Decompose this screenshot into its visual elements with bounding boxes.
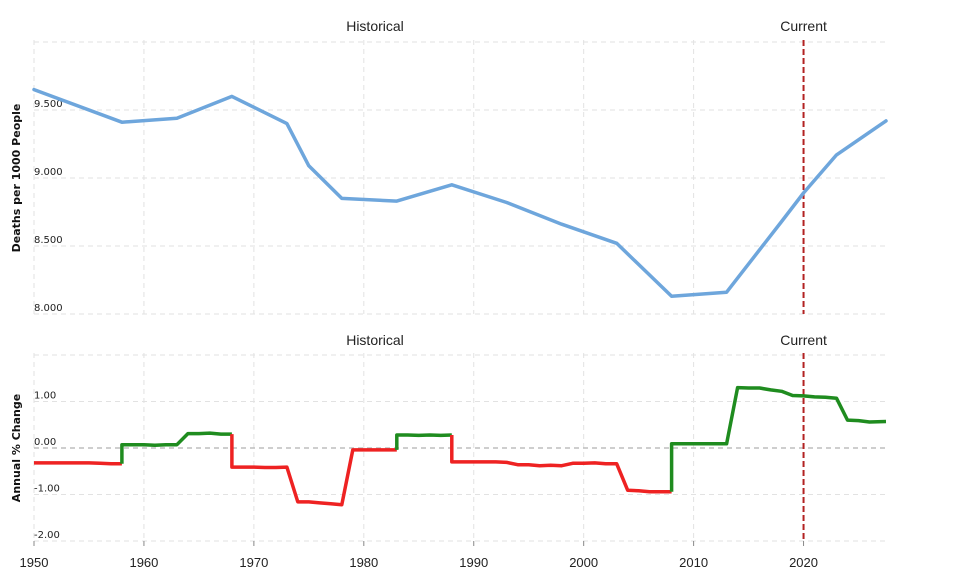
x-tick-label: 2020	[789, 555, 818, 570]
current-label: Current	[780, 18, 827, 34]
y-tick-label: 9.000	[34, 167, 63, 178]
historical-label: Historical	[346, 18, 404, 34]
x-tick-label: 2000	[569, 555, 598, 570]
change-line-positive	[669, 385, 887, 492]
x-tick-label: 2010	[679, 555, 708, 570]
change-line-negative	[450, 435, 672, 494]
historical-label: Historical	[346, 332, 404, 348]
death-rate-panel: 8.000 8.500 9.000 9.500 Deaths per 1000 Peop…	[10, 18, 888, 315]
x-axis: 1950 1960 1970 1980 1990 2000 2010 2020	[20, 541, 818, 570]
change-line-positive	[395, 433, 452, 450]
x-tick-label: 1980	[349, 555, 378, 570]
y-tick-label: 9.500	[34, 99, 63, 110]
y-tick-label: -1.00	[34, 484, 60, 495]
y-axis-label: Annual % Change	[10, 394, 23, 502]
change-line-negative	[230, 434, 397, 507]
x-tick-label: 1960	[129, 555, 158, 570]
y-tick-label: -2.00	[34, 530, 60, 541]
annual-change-panel: -2.00 -1.00 0.00 1.00 Annual % Change Histori…	[10, 332, 887, 542]
change-line-positive	[120, 431, 232, 464]
death-rate-line	[32, 87, 888, 299]
x-tick-label: 1950	[20, 555, 49, 570]
x-tick-label: 1970	[239, 555, 268, 570]
y-axis-label: Deaths per 1000 People	[10, 104, 23, 253]
y-tick-label: 1.00	[34, 391, 56, 402]
current-label: Current	[780, 332, 827, 348]
y-tick-label: 8.500	[34, 235, 63, 246]
x-tick-label: 1990	[459, 555, 488, 570]
change-line-negative	[34, 461, 122, 466]
y-tick-label: 0.00	[34, 437, 56, 448]
y-tick-label: 8.000	[34, 303, 63, 314]
